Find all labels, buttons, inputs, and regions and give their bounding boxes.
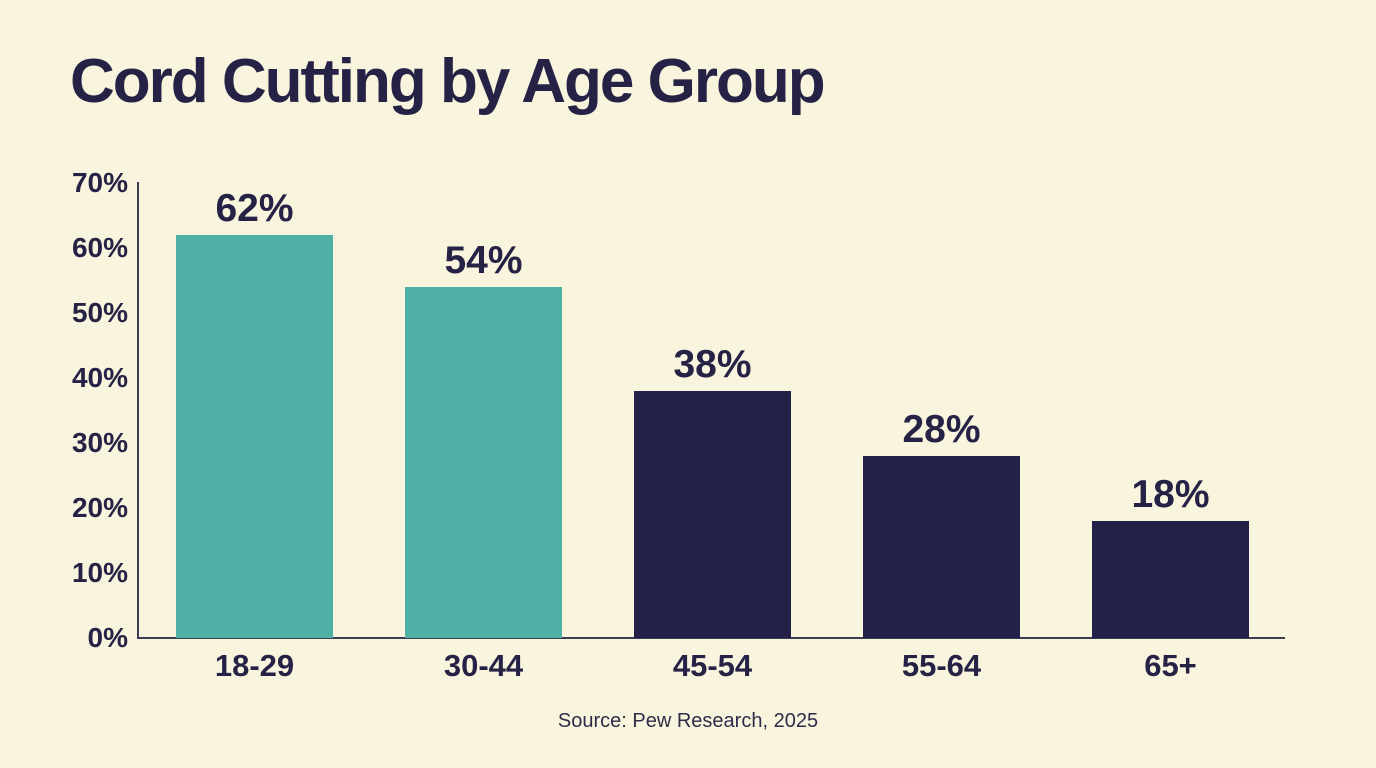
bar-55-64	[863, 456, 1020, 638]
x-axis-category-label: 18-29	[214, 648, 295, 683]
y-axis-tick-label: 50%	[71, 297, 128, 328]
y-axis-line	[137, 182, 139, 639]
bar-18-29	[176, 235, 333, 638]
bar-65+	[1092, 521, 1249, 638]
y-axis-tick-label: 60%	[71, 232, 128, 263]
x-axis-category-label: 65+	[1144, 648, 1197, 683]
bar-value-label: 38%	[673, 343, 752, 386]
y-axis-tick-label: 70%	[71, 167, 128, 198]
source-caption: Source: Pew Research, 2025	[557, 710, 819, 732]
bar-value-label: 28%	[902, 408, 981, 451]
bar-value-label: 18%	[1131, 473, 1210, 516]
x-axis-category-label: 30-44	[443, 648, 524, 683]
y-axis-tick-label: 30%	[71, 427, 128, 458]
x-axis-category-label: 55-64	[901, 648, 982, 683]
bar-45-54	[634, 391, 791, 638]
bar-30-44	[405, 287, 562, 638]
x-axis-line	[137, 637, 1285, 639]
bar-value-label: 62%	[215, 187, 294, 230]
y-axis-tick-label: 10%	[71, 557, 128, 588]
y-axis-tick-label: 40%	[71, 362, 128, 393]
x-axis-category-label: 45-54	[672, 648, 753, 683]
y-axis-tick-label: 0%	[87, 622, 128, 653]
chart-title: Cord Cutting by Age Group	[70, 47, 826, 116]
y-axis-tick-label: 20%	[71, 492, 128, 523]
bar-value-label: 54%	[444, 239, 523, 282]
